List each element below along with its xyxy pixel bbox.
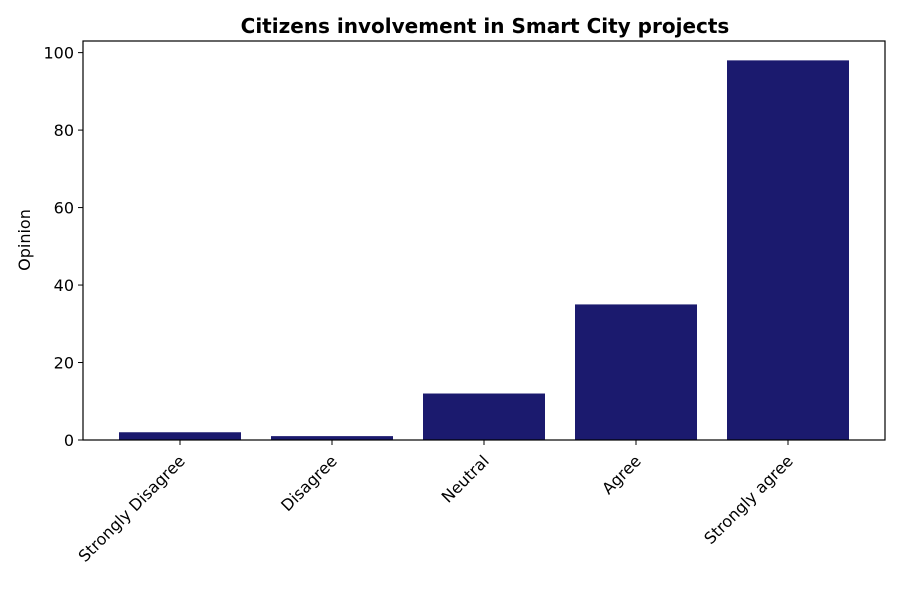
- y-tick-label-5: 100: [43, 44, 74, 63]
- x-axis-ticks: Strongly Disagree Disagree Neutral Agree Str…: [74, 440, 797, 566]
- y-tick-label-4: 80: [54, 121, 74, 140]
- bar-3: [575, 304, 697, 440]
- y-tick-label-2: 40: [54, 276, 74, 295]
- y-tick-label-0: 0: [64, 431, 74, 450]
- bar-2: [423, 393, 545, 440]
- x-tick-label-1: Disagree: [277, 451, 341, 515]
- bar-1: [271, 436, 393, 440]
- x-tick-label-3: Agree: [598, 451, 645, 498]
- y-axis-label: Opinion: [15, 209, 34, 271]
- bar-4: [727, 60, 849, 441]
- y-axis-ticks: 0 20 40 60 80 100: [43, 44, 83, 450]
- y-tick-label-3: 60: [54, 199, 74, 218]
- plot-frame: [82, 40, 886, 441]
- x-tick-label-0: Strongly Disagree: [74, 451, 188, 565]
- bars-layer: [119, 60, 849, 441]
- chart-title: Citizens involvement in Smart City proje…: [241, 14, 730, 38]
- y-tick-label-1: 20: [54, 354, 74, 373]
- bar-0: [119, 432, 241, 440]
- x-tick-label-4: Strongly agree: [700, 451, 797, 548]
- x-tick-label-2: Neutral: [438, 451, 493, 506]
